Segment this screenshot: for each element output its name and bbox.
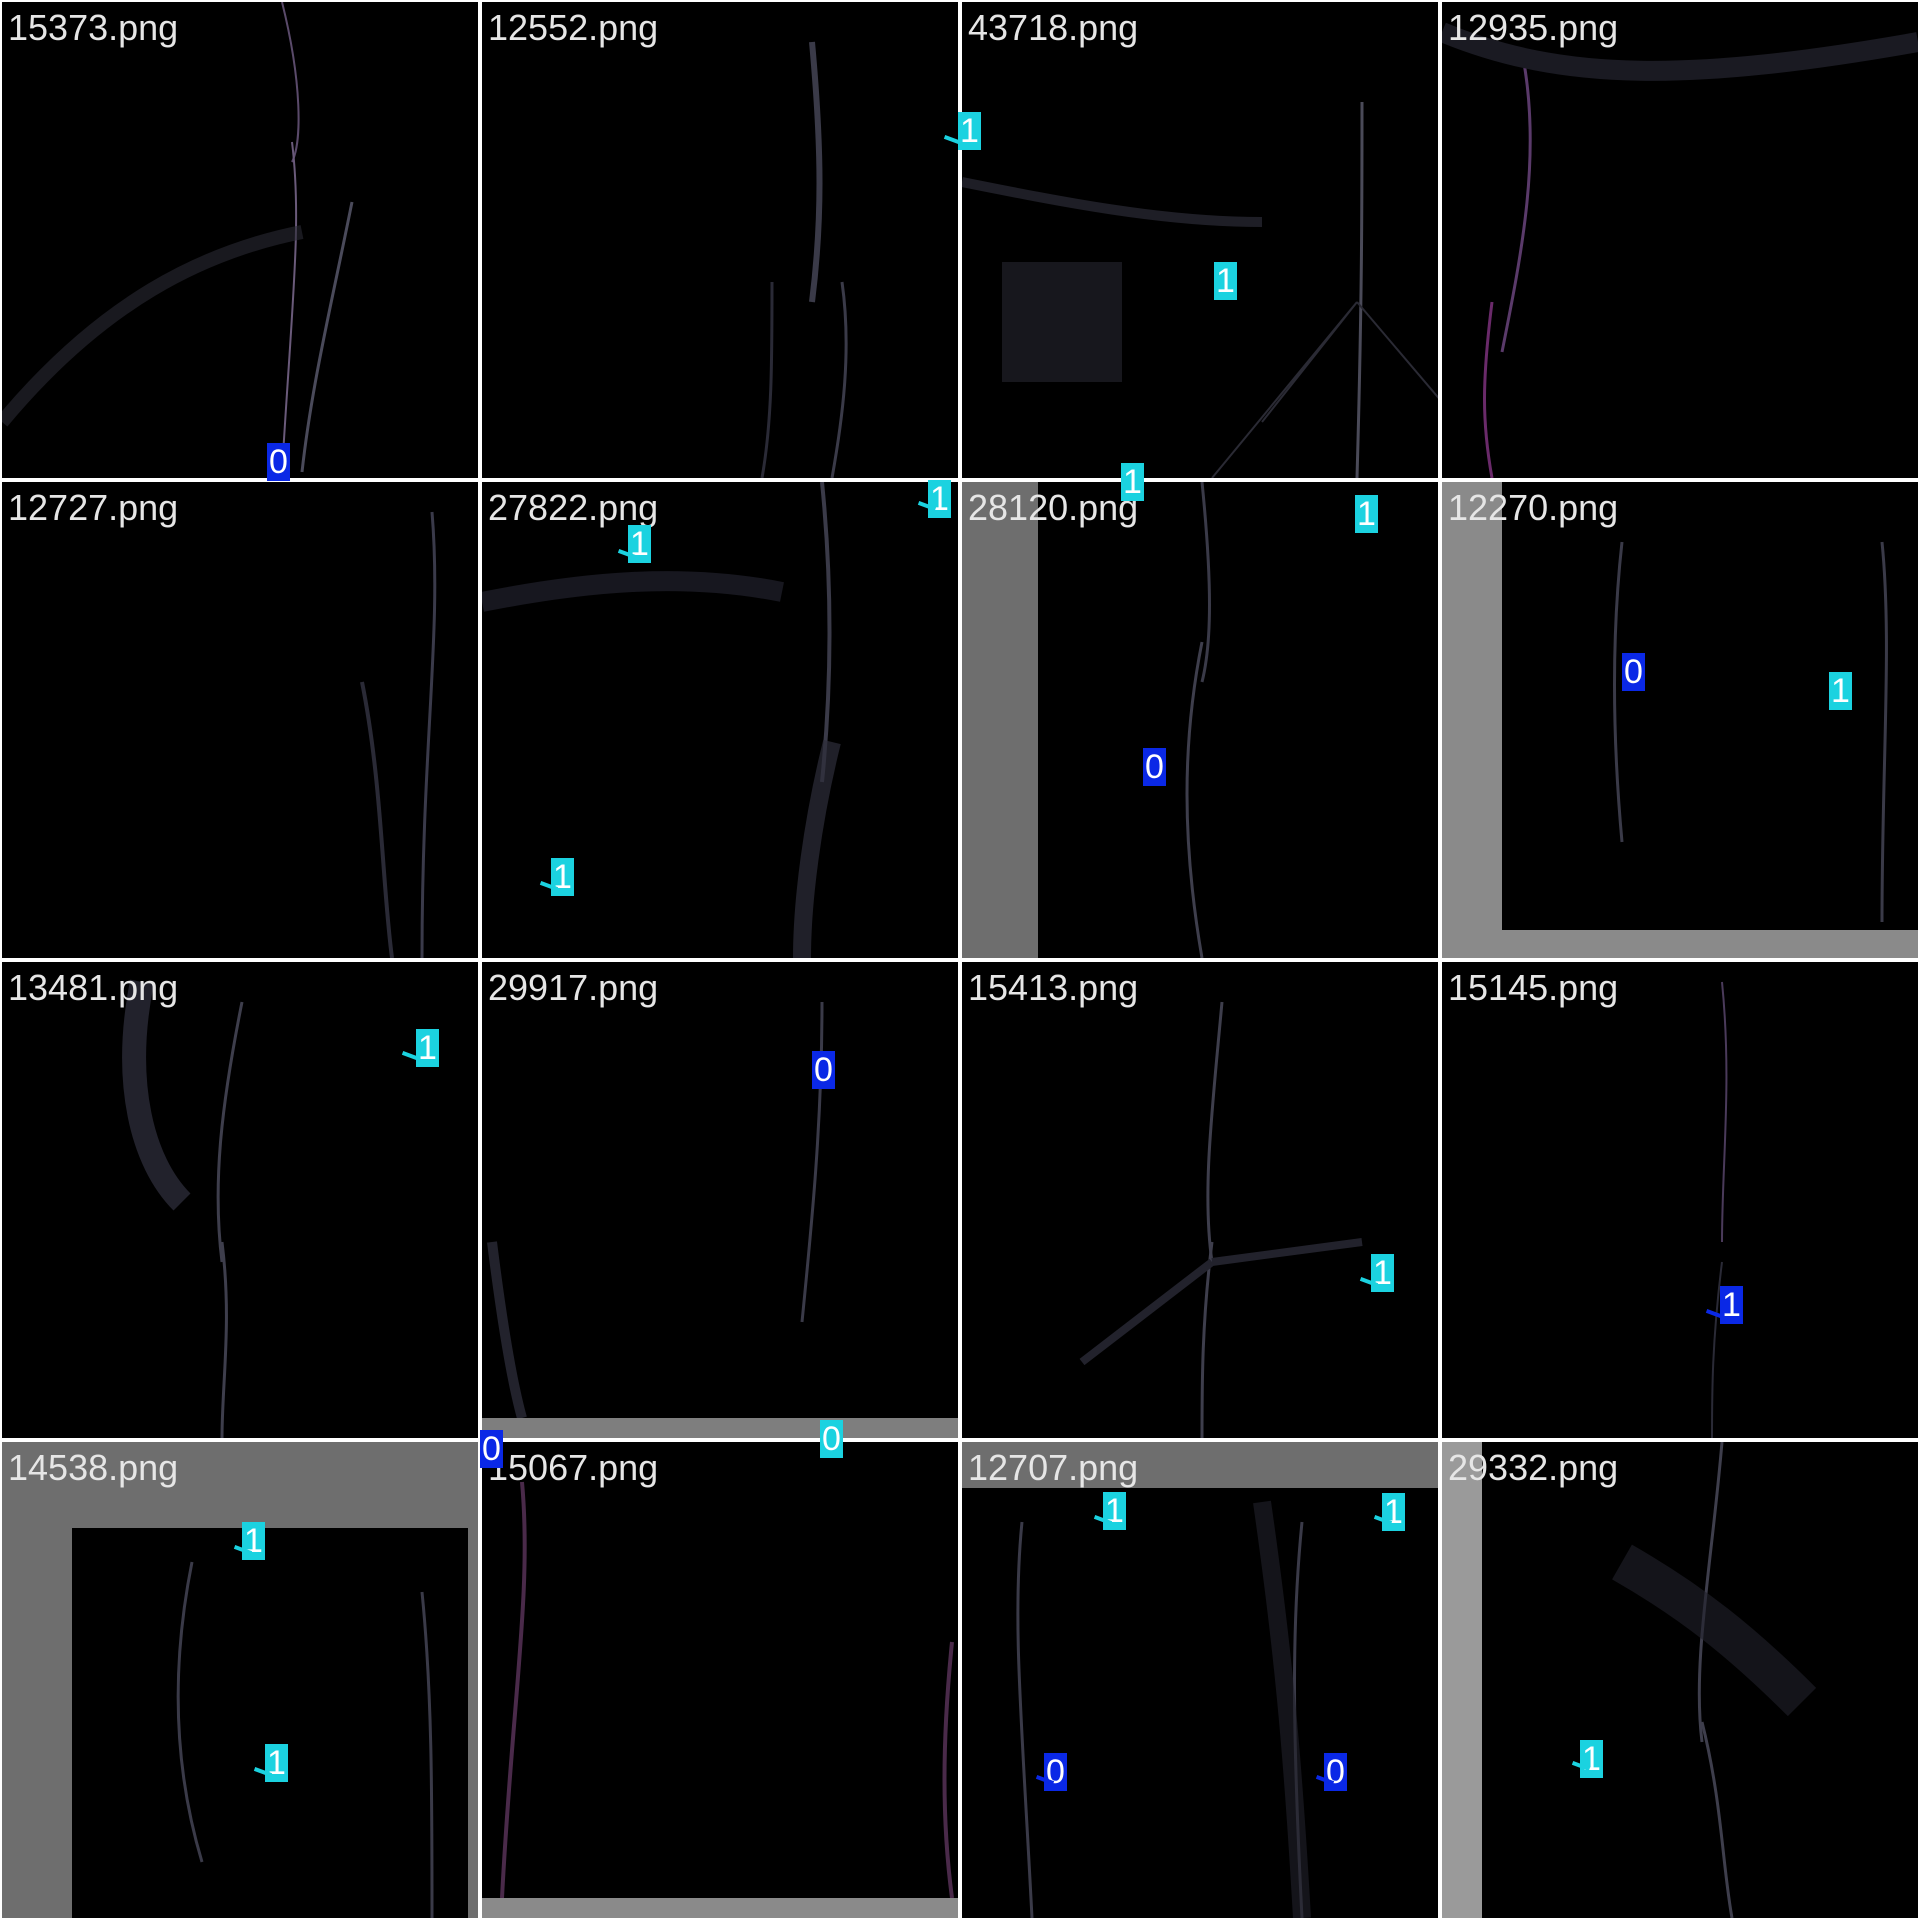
tile-15413[interactable]: 15413.png bbox=[962, 962, 1438, 1438]
detection-label: 0 bbox=[820, 1420, 843, 1458]
tile-filename: 29917.png bbox=[488, 966, 658, 1010]
tile-filename: 15373.png bbox=[8, 6, 178, 50]
padding-border bbox=[1442, 482, 1502, 958]
tile-image bbox=[482, 1442, 958, 1918]
padding-border bbox=[2, 1442, 72, 1918]
tile-filename: 12707.png bbox=[968, 1446, 1138, 1490]
tile-filename: 12270.png bbox=[1448, 486, 1618, 530]
detection-label: 1 bbox=[1214, 262, 1237, 300]
detection-label: 1 bbox=[1355, 495, 1378, 533]
tile-filename: 13481.png bbox=[8, 966, 178, 1010]
detection-label: 1 bbox=[1829, 672, 1852, 710]
detection-label: 1 bbox=[958, 112, 981, 150]
detection-label: 0 bbox=[480, 1430, 503, 1468]
detection-label: 1 bbox=[1580, 1740, 1603, 1778]
tile-filename: 12552.png bbox=[488, 6, 658, 50]
padding-border bbox=[1442, 930, 1918, 958]
detection-label: 0 bbox=[1044, 1753, 1067, 1791]
tile-29917[interactable]: 29917.png bbox=[482, 962, 958, 1438]
detection-label: 1 bbox=[242, 1522, 265, 1560]
tile-image bbox=[1442, 2, 1918, 478]
tile-filename: 28120.png bbox=[968, 486, 1138, 530]
tile-filename: 14538.png bbox=[8, 1446, 178, 1490]
tile-28120[interactable]: 28120.png bbox=[962, 482, 1438, 958]
tile-image bbox=[962, 1442, 1438, 1918]
tile-image bbox=[1442, 962, 1918, 1438]
tile-12935[interactable]: 12935.png bbox=[1442, 2, 1918, 478]
detection-label: 1 bbox=[1103, 1492, 1126, 1530]
tile-filename: 29332.png bbox=[1448, 1446, 1618, 1490]
tile-filename: 43718.png bbox=[968, 6, 1138, 50]
padding-border bbox=[482, 1418, 958, 1438]
detection-label: 0 bbox=[1622, 653, 1645, 691]
tile-15373[interactable]: 15373.png bbox=[2, 2, 478, 478]
detection-label: 1 bbox=[1382, 1493, 1405, 1531]
tile-filename: 15413.png bbox=[968, 966, 1138, 1010]
tile-filename: 15145.png bbox=[1448, 966, 1618, 1010]
detection-label: 1 bbox=[928, 480, 951, 518]
tile-image bbox=[962, 962, 1438, 1438]
detection-label: 1 bbox=[1720, 1286, 1743, 1324]
tile-43718[interactable]: 43718.png bbox=[962, 2, 1438, 478]
detection-label: 1 bbox=[1121, 463, 1144, 501]
padding-border bbox=[962, 482, 1038, 958]
tile-14538[interactable]: 14538.png bbox=[2, 1442, 478, 1918]
tile-image bbox=[482, 962, 958, 1438]
tile-image bbox=[1442, 482, 1918, 958]
detection-label: 0 bbox=[812, 1051, 835, 1089]
tile-image bbox=[2, 962, 478, 1438]
tile-13481[interactable]: 13481.png bbox=[2, 962, 478, 1438]
tile-filename: 15067.png bbox=[488, 1446, 658, 1490]
tile-12707[interactable]: 12707.png bbox=[962, 1442, 1438, 1918]
detection-label: 0 bbox=[267, 443, 290, 481]
tile-image bbox=[1442, 1442, 1918, 1918]
tile-12552[interactable]: 12552.png bbox=[482, 2, 958, 478]
detection-label: 0 bbox=[1143, 748, 1166, 786]
detection-label: 1 bbox=[416, 1029, 439, 1067]
detection-label: 0 bbox=[1324, 1753, 1347, 1791]
tile-filename: 12935.png bbox=[1448, 6, 1618, 50]
tile-29332[interactable]: 29332.png bbox=[1442, 1442, 1918, 1918]
tile-15145[interactable]: 15145.png bbox=[1442, 962, 1918, 1438]
padding-border bbox=[468, 1442, 478, 1918]
tile-12270[interactable]: 12270.png bbox=[1442, 482, 1918, 958]
tile-image bbox=[482, 2, 958, 478]
padding-border bbox=[1442, 1442, 1482, 1918]
tile-image bbox=[962, 2, 1438, 478]
tile-filename: 12727.png bbox=[8, 486, 178, 530]
tile-15067[interactable]: 15067.png bbox=[482, 1442, 958, 1918]
tile-image bbox=[2, 482, 478, 958]
tile-12727[interactable]: 12727.png bbox=[2, 482, 478, 958]
tile-image bbox=[2, 2, 478, 478]
tile-filename: 27822.png bbox=[488, 486, 658, 530]
padding-border bbox=[482, 1898, 958, 1918]
